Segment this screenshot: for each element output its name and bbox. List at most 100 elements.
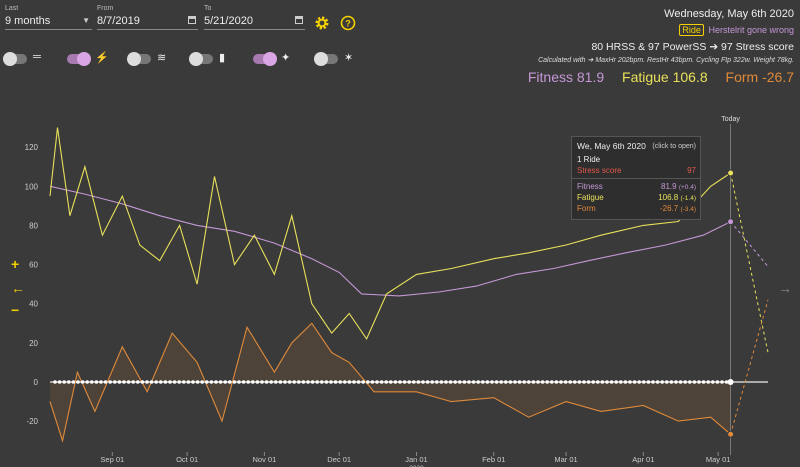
- gear-icon[interactable]: [314, 15, 330, 31]
- x-tick-label: Jan 01: [405, 455, 428, 464]
- activity-marker: [485, 380, 490, 384]
- activity-marker: [292, 380, 297, 384]
- activity-marker: [467, 380, 471, 384]
- tooltip-fitness-value: 81.9: [661, 182, 677, 191]
- activity-marker: [600, 380, 605, 384]
- activity-marker: [573, 380, 577, 384]
- sparkle-icon: ✦: [281, 52, 291, 64]
- zoom-out-button[interactable]: −: [11, 302, 20, 318]
- fatigue-today-point: [727, 169, 735, 177]
- activity-marker: [251, 380, 255, 384]
- activity-marker: [352, 380, 356, 384]
- activity-marker: [711, 380, 715, 384]
- tooltip-count: 1 Ride: [577, 155, 601, 164]
- activity-marker: [596, 380, 600, 384]
- y-tick-label: 20: [29, 339, 38, 348]
- forward-arrow-icon[interactable]: →: [778, 280, 792, 296]
- activity-marker: [582, 380, 586, 384]
- activity-marker: [361, 380, 366, 384]
- activity-marker: [499, 380, 504, 384]
- day-tooltip[interactable]: We, May 6th 2020 (click to open) 1 Ride …: [571, 136, 701, 220]
- activity-marker: [149, 380, 154, 384]
- toggle-knob: [77, 52, 91, 66]
- to-date-input[interactable]: 5/21/2020: [204, 13, 305, 30]
- activity-marker: [145, 380, 149, 384]
- activity-marker: [545, 380, 549, 384]
- activity-marker: [692, 380, 697, 384]
- toggle-swim[interactable]: [127, 52, 151, 66]
- toggle-knob: [3, 52, 17, 66]
- activity-marker: [205, 380, 209, 384]
- y-tick-label: 0: [34, 378, 39, 387]
- from-date-input[interactable]: 8/7/2019: [97, 13, 198, 30]
- activity-marker: [421, 380, 425, 384]
- toggle-battery[interactable]: [189, 52, 213, 66]
- activity-marker: [182, 380, 186, 384]
- y-tick-label: 120: [25, 143, 39, 152]
- activity-marker: [53, 380, 57, 384]
- swim-icon: ≋: [157, 52, 167, 64]
- last-period-select[interactable]: 9 months ▼: [5, 13, 92, 30]
- activity-marker: [370, 380, 375, 384]
- activity-marker: [407, 380, 412, 384]
- activity-marker: [200, 380, 204, 384]
- toggle-road[interactable]: [3, 52, 27, 66]
- activity-marker: [122, 380, 126, 384]
- activity-marker: [71, 380, 76, 384]
- activity-marker: [481, 380, 485, 384]
- calc-line: Calculated with ➔ MaxHr 202bpm. RestHr 4…: [538, 57, 794, 64]
- help-icon[interactable]: ?: [340, 15, 356, 31]
- activity-marker: [80, 380, 85, 384]
- activity-marker: [586, 380, 591, 384]
- activity-marker: [246, 380, 250, 384]
- activity-marker: [642, 380, 646, 384]
- activity-marker: [619, 380, 623, 384]
- toggle-sparkle[interactable]: [253, 52, 277, 66]
- activity-marker: [683, 380, 687, 384]
- activity-marker: [674, 380, 678, 384]
- y-tick-label: 80: [29, 221, 38, 230]
- activity-line[interactable]: Ride Herstelrit gone wrong: [679, 24, 794, 36]
- activity-marker: [402, 380, 407, 384]
- chevron-down-icon: ▼: [82, 16, 90, 25]
- x-tick-label: Feb 01: [482, 455, 505, 464]
- activity-marker: [237, 380, 241, 384]
- activity-marker: [159, 380, 163, 384]
- activity-marker: [632, 380, 637, 384]
- activity-marker: [697, 380, 701, 384]
- activity-marker: [490, 380, 494, 384]
- activity-marker: [540, 380, 545, 384]
- x-tick-label: Nov 01: [253, 455, 277, 464]
- toggle-lightning[interactable]: [67, 52, 91, 66]
- header-date: Wednesday, May 6th 2020: [664, 8, 794, 20]
- activity-marker: [384, 380, 389, 384]
- activity-marker: [655, 380, 660, 384]
- activity-marker: [264, 380, 269, 384]
- activity-marker: [706, 380, 710, 384]
- activity-marker: [665, 380, 669, 384]
- activity-marker: [554, 380, 559, 384]
- activity-marker: [522, 380, 526, 384]
- back-arrow-icon[interactable]: ←: [11, 280, 25, 296]
- tooltip-stress-label: Stress score: [577, 166, 622, 175]
- scores-line: 80 HRSS & 97 PowerSS ➔ 97 Stress score: [591, 41, 794, 53]
- activity-marker: [94, 380, 99, 384]
- toggle-run[interactable]: [314, 52, 338, 66]
- toggle-knob: [263, 52, 277, 66]
- activity-marker: [389, 380, 393, 384]
- x-tick-label: Apr 01: [632, 455, 654, 464]
- activity-marker: [444, 380, 448, 384]
- activity-name-link[interactable]: Herstelrit gone wrong: [708, 25, 794, 35]
- activity-marker: [57, 380, 62, 384]
- activity-marker: [228, 380, 232, 384]
- activity-marker: [568, 380, 572, 384]
- activity-marker: [476, 380, 481, 384]
- fatigue-summary: Fatigue 106.8: [622, 69, 708, 85]
- activity-marker: [255, 380, 260, 384]
- zoom-in-button[interactable]: +: [11, 256, 20, 272]
- y-tick-label: 40: [29, 300, 38, 309]
- summary-line: Fitness 81.9 Fatigue 106.8 Form -26.7: [528, 69, 794, 85]
- tooltip-stress-value: 97: [687, 166, 696, 175]
- calendar-icon: [188, 16, 196, 24]
- last-label: Last: [5, 5, 19, 12]
